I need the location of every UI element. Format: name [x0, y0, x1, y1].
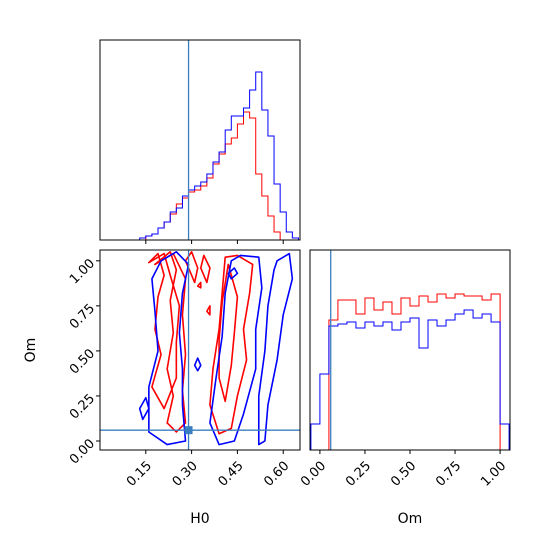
x-tick-label: 0.25	[343, 459, 374, 490]
contour-7	[206, 305, 211, 316]
x-tick-label: 1.00	[478, 459, 509, 490]
y-tick-label: 0.25	[67, 391, 98, 422]
x-tick-label: 0.75	[433, 459, 464, 490]
x-tick-label: 0.00	[298, 459, 329, 490]
contour-4	[199, 254, 211, 284]
histogram-series-1	[310, 309, 510, 450]
x-axis-label-H0: H0	[190, 511, 209, 527]
contour-10	[257, 252, 294, 446]
y-tick-label: 0.50	[67, 346, 98, 377]
x-tick-label: 0.50	[388, 459, 419, 490]
x-tick-label: 0.30	[170, 459, 201, 490]
histogram-series-0	[310, 293, 510, 450]
y-tick-label: 0.00	[67, 436, 98, 467]
contour-12	[138, 396, 150, 421]
histogram-series-0	[139, 111, 299, 240]
panel-hist-Om: 0.00 0.25 0.50 0.75 1.00	[298, 249, 511, 490]
y-axis-label-Om: Om	[23, 338, 39, 363]
contour-6	[196, 281, 202, 289]
contour-13	[193, 357, 202, 372]
contour-11	[227, 267, 239, 280]
x-tick-label: 0.45	[216, 459, 247, 490]
contour-9	[209, 254, 263, 446]
y-tick-label: 0.75	[67, 301, 98, 332]
x-tick-label: 0.60	[261, 459, 292, 490]
contour-3	[218, 263, 239, 403]
contour-8	[148, 251, 190, 446]
contour-1	[148, 252, 181, 410]
axes-frame-hist-Om	[309, 249, 511, 451]
x-tick-label: 0.15	[124, 459, 155, 490]
contour-5	[184, 251, 199, 284]
truth-marker	[184, 426, 193, 435]
histogram-series-1	[139, 71, 299, 240]
panel-contour-H0-Om: 0.15 0.30 0.45 0.60 0.00 0.25 0.50 0.75 1.00	[67, 249, 301, 490]
y-tick-label: 1.00	[67, 256, 98, 287]
contour-2	[209, 254, 254, 435]
panel-hist-H0	[99, 39, 301, 244]
x-axis-label-Om: Om	[398, 511, 423, 527]
axes-frame-hist-H0	[99, 39, 301, 241]
axes-frame-scatter-H0-Om	[99, 249, 301, 451]
